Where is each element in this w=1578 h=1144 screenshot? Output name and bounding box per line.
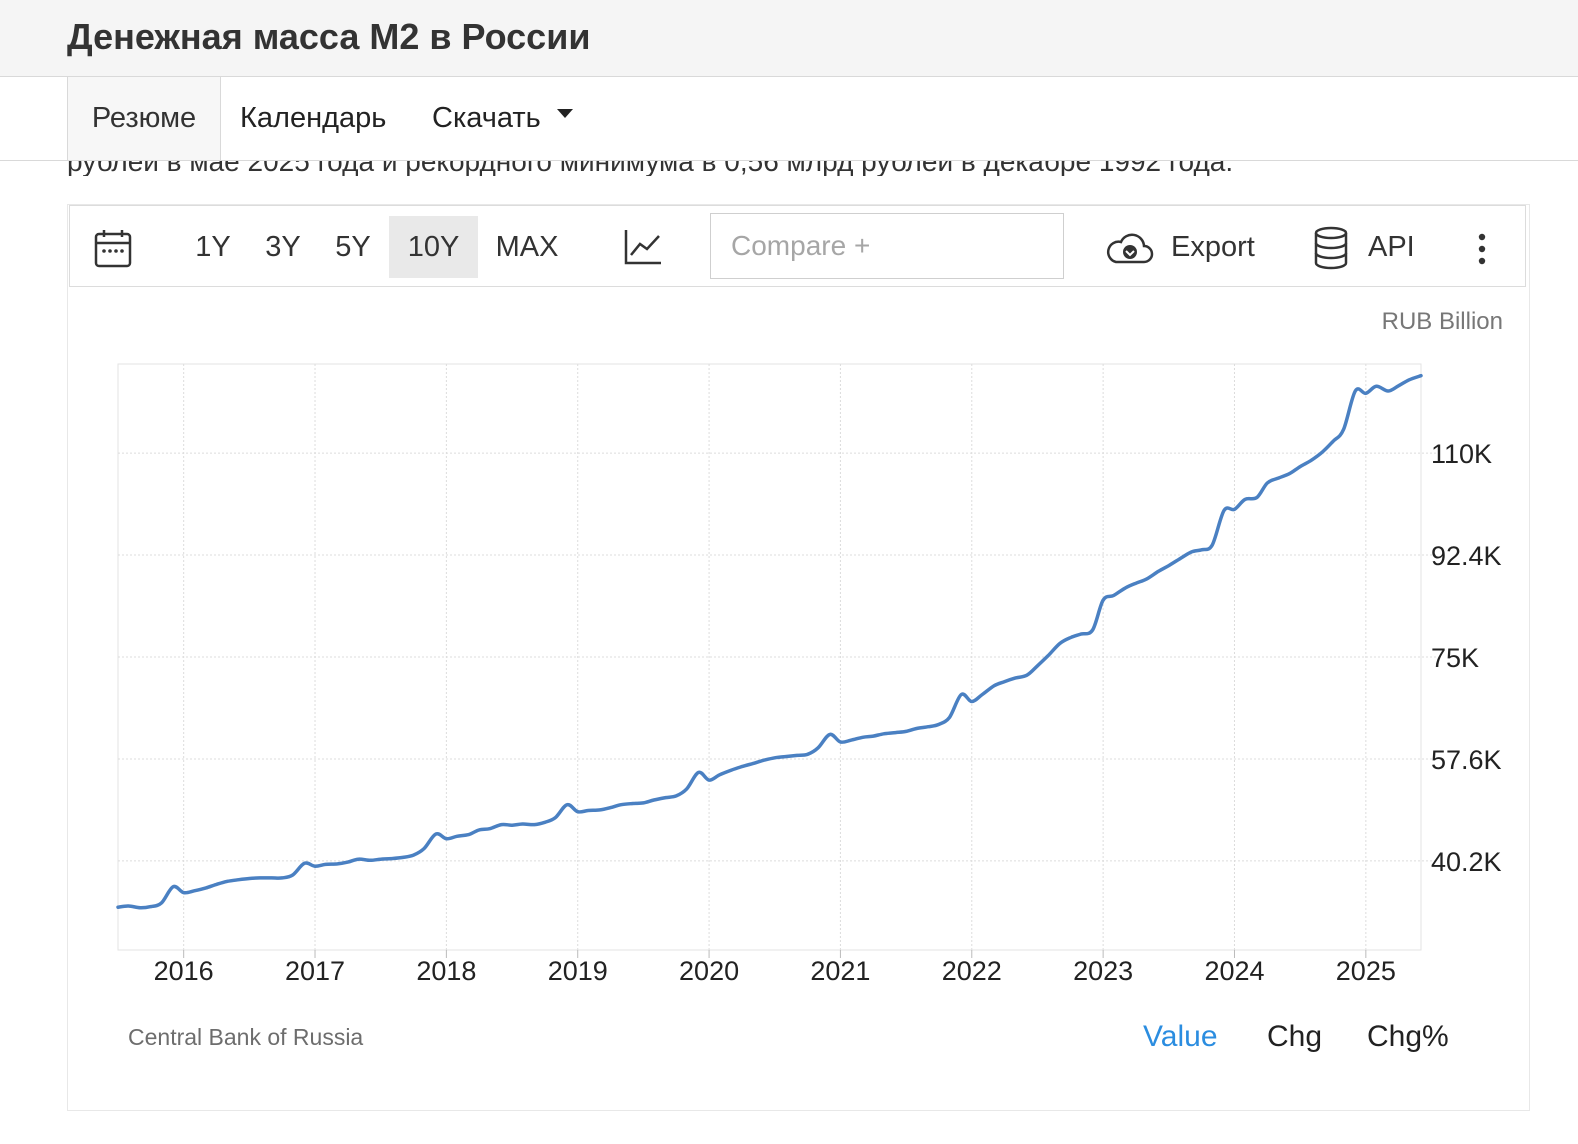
range-1y-button[interactable]: 1Y — [195, 231, 231, 263]
more-vertical-icon[interactable] — [1476, 232, 1488, 266]
x-tick-label: 2024 — [1204, 956, 1264, 986]
chart-toolbar: 1Y 3Y 5Y 10Y MAX Export API — [69, 205, 1526, 287]
source-label: Central Bank of Russia — [128, 1024, 364, 1050]
range-5y-button[interactable]: 5Y — [335, 231, 371, 263]
x-tick-label: 2022 — [942, 956, 1002, 986]
page-header: Денежная масса M2 в России — [0, 0, 1578, 77]
y-tick-label: 110K — [1431, 439, 1492, 469]
line-chart-icon[interactable] — [623, 228, 663, 266]
tab-bar: Резюме Календарь Скачать — [0, 77, 1578, 161]
api-button[interactable]: API — [1368, 231, 1415, 263]
y-tick-label: 92.4K — [1431, 541, 1502, 571]
series-line-m2 — [116, 373, 1423, 910]
tab-summary[interactable]: Резюме — [67, 77, 221, 160]
x-tick-label: 2021 — [810, 956, 870, 986]
unit-label: RUB Billion — [1381, 308, 1503, 335]
tab-download[interactable]: Скачать — [432, 77, 573, 160]
y-tick-label: 40.2K — [1431, 847, 1502, 877]
range-3y-button[interactable]: 3Y — [265, 231, 301, 263]
plot-area — [117, 363, 1422, 951]
x-tick-label: 2016 — [154, 956, 214, 986]
x-tick-label: 2020 — [679, 956, 739, 986]
mode-chg-pct-button[interactable]: Chg% — [1367, 1020, 1449, 1053]
y-tick-label: 75K — [1431, 643, 1479, 673]
compare-input[interactable] — [710, 213, 1064, 279]
calendar-icon[interactable] — [94, 228, 134, 270]
tab-download-label: Скачать — [432, 102, 541, 134]
y-tick-label: 57.6K — [1431, 745, 1502, 775]
range-10y-button[interactable]: 10Y — [389, 216, 478, 278]
database-icon[interactable] — [1313, 226, 1349, 270]
x-tick-label: 2025 — [1336, 956, 1396, 986]
x-tick-label: 2017 — [285, 956, 345, 986]
caret-down-icon — [556, 108, 573, 118]
mode-value-button[interactable]: Value — [1143, 1020, 1218, 1053]
tab-calendar[interactable]: Календарь — [240, 102, 387, 134]
export-button[interactable]: Export — [1171, 231, 1255, 263]
x-tick-label: 2018 — [416, 956, 476, 986]
x-tick-label: 2019 — [548, 956, 608, 986]
mode-chg-button[interactable]: Chg — [1267, 1020, 1323, 1053]
range-max-button[interactable]: MAX — [495, 231, 559, 263]
cloud-download-icon[interactable] — [1104, 230, 1154, 266]
x-tick-label: 2023 — [1073, 956, 1133, 986]
page-title: Денежная масса M2 в России — [67, 16, 591, 57]
